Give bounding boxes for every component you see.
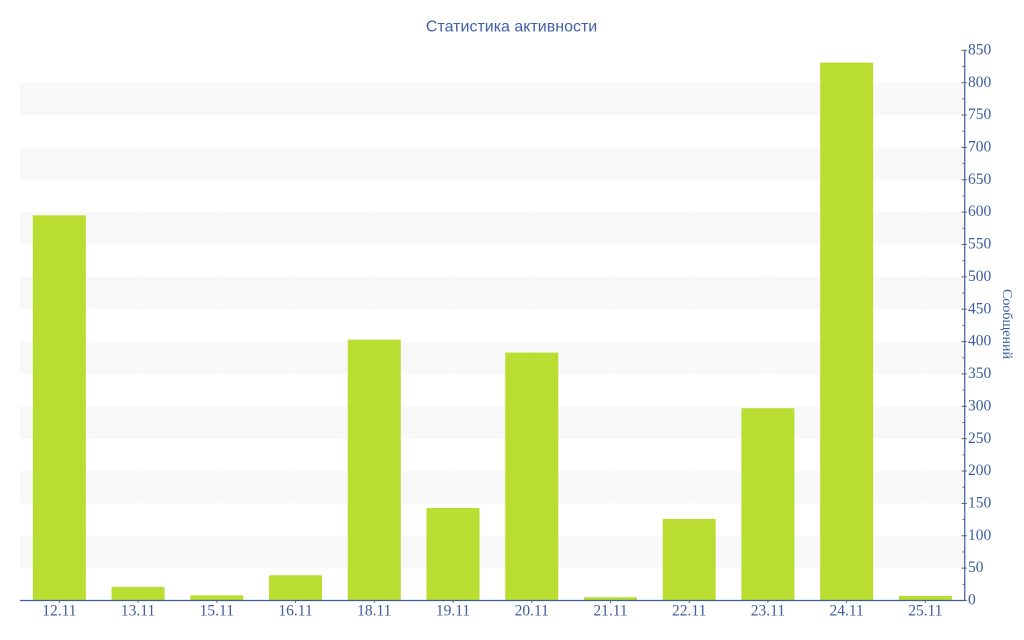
svg-text:18.11: 18.11	[357, 603, 391, 620]
svg-text:12.11: 12.11	[42, 603, 76, 620]
svg-text:15.11: 15.11	[200, 603, 234, 620]
svg-text:20.11: 20.11	[515, 603, 549, 620]
svg-text:24.11: 24.11	[830, 603, 864, 620]
svg-text:800: 800	[968, 74, 992, 91]
svg-text:100: 100	[968, 527, 992, 544]
svg-text:550: 550	[968, 236, 992, 253]
svg-text:150: 150	[968, 495, 992, 512]
svg-text:400: 400	[968, 333, 992, 350]
svg-text:Статистика активности: Статистика активности	[426, 19, 597, 36]
svg-text:16.11: 16.11	[278, 603, 312, 620]
svg-text:250: 250	[968, 430, 992, 447]
svg-text:13.11: 13.11	[121, 603, 155, 620]
svg-text:650: 650	[968, 171, 992, 188]
svg-text:0: 0	[968, 592, 976, 609]
svg-text:700: 700	[968, 138, 992, 155]
svg-text:450: 450	[968, 300, 992, 317]
svg-text:350: 350	[968, 365, 992, 382]
svg-text:750: 750	[968, 106, 992, 123]
svg-text:300: 300	[968, 397, 992, 414]
svg-text:19.11: 19.11	[436, 603, 470, 620]
svg-text:850: 850	[968, 41, 992, 58]
svg-text:23.11: 23.11	[751, 603, 785, 620]
svg-text:Сообщений: Сообщений	[999, 289, 1014, 359]
svg-text:50: 50	[968, 559, 984, 576]
svg-text:600: 600	[968, 203, 992, 220]
svg-text:25.11: 25.11	[908, 603, 942, 620]
svg-text:200: 200	[968, 462, 992, 479]
svg-text:22.11: 22.11	[672, 603, 706, 620]
svg-text:500: 500	[968, 268, 992, 285]
svg-text:21.11: 21.11	[593, 603, 627, 620]
